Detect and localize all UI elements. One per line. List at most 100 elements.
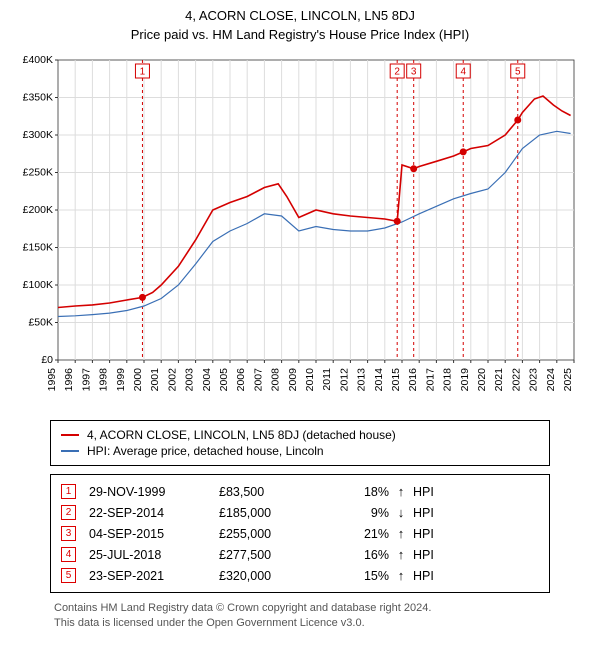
sale-ref: HPI [413, 506, 453, 520]
legend: 4, ACORN CLOSE, LINCOLN, LN5 8DJ (detach… [50, 420, 550, 466]
sale-row: 4 25-JUL-2018£277,50016%↑HPI [61, 544, 539, 565]
arrow-up-icon: ↑ [389, 526, 413, 541]
footer-line-1: Contains HM Land Registry data © Crown c… [54, 601, 546, 616]
x-tick-label: 1995 [46, 368, 58, 392]
x-tick-label: 1999 [115, 368, 127, 392]
x-tick-label: 2004 [201, 368, 213, 392]
sale-pct: 18% [329, 485, 389, 499]
sale-marker-index: 2 [61, 505, 76, 520]
sale-date: 29-NOV-1999 [89, 485, 219, 499]
x-tick-label: 2009 [287, 368, 299, 392]
legend-item: 4, ACORN CLOSE, LINCOLN, LN5 8DJ (detach… [61, 427, 539, 443]
sale-price: £83,500 [219, 485, 329, 499]
sale-date: 23-SEP-2021 [89, 569, 219, 583]
x-tick-label: 2024 [545, 368, 557, 392]
price-chart: £0 £50K £100K £150K £200K £250K £300K £350K £400… [10, 52, 590, 412]
y-tick-label: £400K [23, 54, 53, 66]
sale-marker-index: 1 [61, 484, 76, 499]
legend-item: HPI: Average price, detached house, Linc… [61, 443, 539, 459]
sale-marker-number: 2 [394, 67, 400, 78]
x-tick-label: 2000 [132, 368, 144, 392]
sale-pct: 9% [329, 506, 389, 520]
sale-dot [139, 294, 146, 301]
sale-date: 25-JUL-2018 [89, 548, 219, 562]
sale-dot [460, 148, 467, 155]
arrow-up-icon: ↑ [389, 484, 413, 499]
legend-label: 4, ACORN CLOSE, LINCOLN, LN5 8DJ (detach… [87, 428, 396, 442]
y-tick-label: £350K [23, 92, 53, 104]
sale-ref: HPI [413, 527, 453, 541]
sale-marker-index: 3 [61, 526, 76, 541]
x-tick-label: 2023 [528, 368, 540, 392]
y-tick-label: £100K [23, 279, 53, 291]
x-tick-label: 2011 [321, 368, 333, 391]
sale-row: 523-SEP-2021£320,00015%↑HPI [61, 565, 539, 586]
y-tick-label: £50K [28, 317, 53, 329]
sale-dot [394, 218, 401, 225]
legend-swatch [61, 434, 79, 436]
footer-line-2: This data is licensed under the Open Gov… [54, 616, 546, 631]
x-tick-label: 2020 [476, 368, 488, 392]
sale-ref: HPI [413, 548, 453, 562]
x-tick-label: 2001 [149, 368, 161, 392]
y-tick-label: £250K [23, 167, 53, 179]
attribution-footer: Contains HM Land Registry data © Crown c… [50, 601, 550, 631]
sale-marker-number: 3 [411, 67, 417, 78]
y-tick-label: £0 [41, 354, 53, 366]
x-tick-label: 2018 [442, 368, 454, 392]
sale-row: 2 22-SEP-2014£185,0009%↓HPI [61, 502, 539, 523]
sale-dot [514, 117, 521, 124]
y-tick-label: £200K [23, 204, 53, 216]
x-tick-label: 1996 [63, 368, 75, 392]
x-tick-label: 2021 [493, 368, 505, 392]
arrow-up-icon: ↑ [389, 568, 413, 583]
chart-svg: £0 £50K £100K £150K £200K £250K £300K £350K £400… [10, 52, 590, 412]
y-tick-label: £300K [23, 129, 53, 141]
sale-ref: HPI [413, 485, 453, 499]
sale-row: 3 04-SEP-2015£255,00021%↑HPI [61, 523, 539, 544]
x-tick-label: 2013 [356, 368, 368, 392]
x-tick-label: 2022 [510, 368, 522, 392]
sale-price: £277,500 [219, 548, 329, 562]
sale-price: £185,000 [219, 506, 329, 520]
arrow-up-icon: ↑ [389, 547, 413, 562]
sale-marker-index: 4 [61, 547, 76, 562]
x-tick-label: 2014 [373, 368, 385, 392]
x-tick-label: 2005 [218, 368, 230, 392]
x-tick-label: 2012 [338, 368, 350, 392]
x-tick-label: 1997 [80, 368, 92, 392]
x-tick-label: 2006 [235, 368, 247, 392]
title-address: 4, ACORN CLOSE, LINCOLN, LN5 8DJ [10, 8, 590, 23]
sale-marker-number: 5 [515, 67, 521, 78]
legend-label: HPI: Average price, detached house, Linc… [87, 444, 324, 458]
sale-marker-number: 1 [140, 67, 146, 78]
y-tick-label: £150K [23, 242, 53, 254]
x-tick-label: 2008 [270, 368, 282, 392]
title-subtitle: Price paid vs. HM Land Registry's House … [10, 27, 590, 42]
x-tick-label: 2015 [390, 368, 402, 392]
sale-date: 22-SEP-2014 [89, 506, 219, 520]
x-tick-label: 2019 [459, 368, 471, 392]
sale-row: 1 29-NOV-1999£83,50018%↑HPI [61, 481, 539, 502]
sale-price: £320,000 [219, 569, 329, 583]
sale-dot [410, 165, 417, 172]
x-tick-label: 2002 [166, 368, 178, 392]
x-tick-label: 2010 [304, 368, 316, 392]
legend-swatch [61, 450, 79, 452]
x-tick-label: 1998 [98, 368, 110, 392]
chart-titles: 4, ACORN CLOSE, LINCOLN, LN5 8DJ Price p… [0, 0, 600, 46]
x-tick-label: 2025 [562, 368, 574, 392]
sale-pct: 15% [329, 569, 389, 583]
sale-pct: 16% [329, 548, 389, 562]
x-tick-label: 2007 [252, 368, 264, 392]
sale-marker-index: 5 [61, 568, 76, 583]
sale-price: £255,000 [219, 527, 329, 541]
sale-date: 04-SEP-2015 [89, 527, 219, 541]
x-tick-label: 2016 [407, 368, 419, 392]
sale-marker-number: 4 [460, 67, 466, 78]
arrow-down-icon: ↓ [389, 505, 413, 520]
sale-pct: 21% [329, 527, 389, 541]
x-tick-label: 2003 [184, 368, 196, 392]
sales-table: 129-NOV-1999£83,50018%↑HPI222-SEP-2014£1… [50, 474, 550, 593]
x-tick-label: 2017 [424, 368, 436, 392]
